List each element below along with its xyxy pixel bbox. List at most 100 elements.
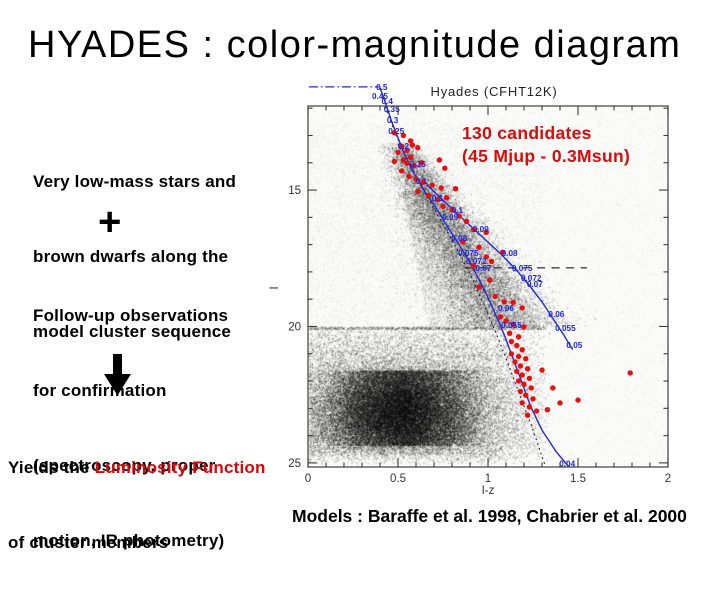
candidate-point [508,351,515,357]
candidate-point [519,347,525,353]
candidate-point [415,188,421,195]
mass-label: 0.072 [521,274,542,283]
candidate-point [391,158,398,165]
mass-label: 0.09 [473,225,489,234]
candidate-point [440,203,446,210]
mass-label: 0.07 [476,264,492,273]
candidate-point [404,147,410,154]
mass-label: 0.15 [410,160,426,169]
candidate-point [510,299,516,306]
x-tick-label: 0 [305,473,311,485]
candidate-point [429,182,435,188]
candidate-point [497,314,504,320]
plot-title: Hyades (CFHT12K) [431,84,558,99]
candidate-point [515,378,522,384]
candidate-point [627,370,633,376]
mass-label: 0.09 [442,213,458,222]
candidate-point [391,130,398,136]
candidate-point [499,249,506,255]
candidate-point [395,149,401,156]
mass-label: 0.072 [466,257,487,266]
candidate-point [523,392,529,398]
candidate-point [512,359,518,365]
x-tick-label: 2 [665,473,671,485]
candidate-point [400,132,407,139]
candidate-point [508,338,515,345]
candidate-point [470,226,477,233]
candidate-point [533,408,540,414]
candidate-point [418,160,425,166]
mass-label: 0.1 [432,194,444,203]
candidate-point [398,143,405,150]
candidate-point [528,385,534,391]
candidate-point [413,176,419,182]
candidate-point [519,305,525,311]
y-tick-label: 25 [288,458,301,470]
field-stars-canvas [0,0,720,540]
candidate-point [501,299,507,305]
candidate-point [409,142,416,148]
candidate-point [476,244,482,250]
candidates-mass-range: (45 Mjup - 0.3Msun) [462,145,631,166]
mass-label: 0.04 [559,460,575,469]
candidate-point [470,263,477,269]
candidate-point [443,195,450,201]
candidate-point [488,258,495,265]
candidate-point [420,179,426,186]
candidate-point [530,396,536,402]
mass-label: 0.06 [498,304,514,313]
candidate-point [483,229,489,235]
mass-label: 0.1 [452,206,464,215]
candidate-point [519,372,525,378]
y-tick-label: 15 [288,185,301,197]
candidate-point [524,366,531,372]
candidate-point [456,213,462,219]
cmd-plot-svg: 0.50.450.40.350.30.250.20.150.10.10.090.… [267,83,671,497]
candidate-point [452,186,459,192]
candidate-point [503,318,509,324]
candidate-point [526,404,533,410]
candidate-point [407,138,414,144]
candidate-point [575,397,581,403]
candidate-point [400,157,407,163]
mass-label: 0.07 [527,280,543,289]
mass-label: 0.075 [512,264,533,273]
candidate-point [519,400,525,406]
candidate-point [436,157,443,163]
mass-label: 0.08 [502,249,518,258]
y-axis-title: I [267,286,281,289]
candidate-point [460,239,466,245]
candidates-count: 130 candidates [462,123,592,143]
y-tick-label: 20 [288,321,301,333]
candidate-point [544,407,551,413]
candidate-point [550,385,556,391]
mass-label: 0.1 [416,177,428,186]
x-tick-label: 1.5 [570,473,586,485]
candidate-point [492,293,498,300]
candidate-point [438,185,444,191]
mass-label: 0.35 [384,105,400,114]
mass-label: 0.075 [458,249,479,258]
candidate-point [449,207,455,213]
mass-label: 0.25 [388,127,404,136]
candidate-point [487,277,493,283]
candidate-point [539,367,545,373]
candidate-point [517,363,524,369]
models-caption: Models : Baraffe et al. 1998, Chabrier e… [292,506,687,526]
mass-label: 0.05 [566,341,582,350]
candidate-point [407,154,414,160]
candidate-point [398,168,405,174]
x-tick-label: 1 [485,473,491,485]
candidate-point [463,218,470,225]
mass-label: 0.45 [372,92,388,101]
candidate-point [515,353,522,360]
candidate-point [506,330,513,336]
candidate-point [523,356,529,362]
candidate-point [526,375,533,381]
mass-label: 0.3 [387,116,399,125]
candidate-point [514,342,520,349]
candidate-point [411,162,417,169]
candidates-annotation: 130 candidates (45 Mjup - 0.3Msun) [462,122,630,167]
mass-label: 0.4 [382,97,394,106]
mass-label: 0.2 [398,142,410,151]
